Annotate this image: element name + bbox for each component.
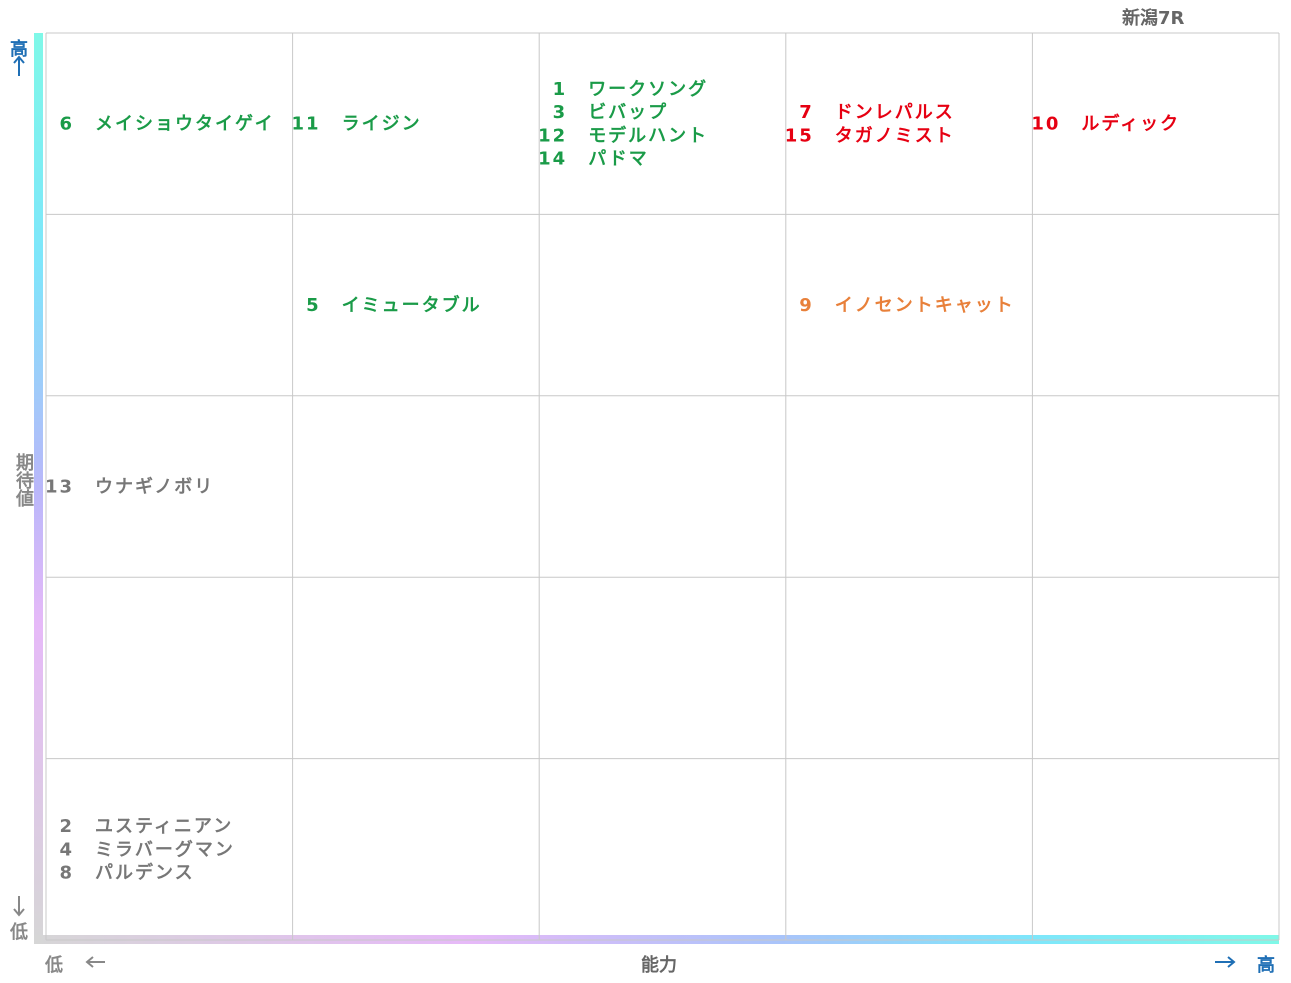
x-low: 低 xyxy=(45,955,63,976)
arrow-left xyxy=(85,956,105,968)
entry-name: ルディック xyxy=(1081,113,1180,135)
entry-name: メイショウタイゲイ xyxy=(95,113,275,135)
entry-number: 2 xyxy=(59,816,74,837)
entry-name: タガノミスト xyxy=(835,125,955,146)
entry-name: イノセントキャット xyxy=(835,295,1015,316)
y-high: 高 xyxy=(10,39,28,60)
entry-number: 9 xyxy=(799,295,814,316)
x-label: 能力 xyxy=(641,955,677,976)
entry-number: 10 xyxy=(1031,114,1060,135)
entry-name: ミラバーグマン xyxy=(95,838,235,860)
entry-number: 5 xyxy=(306,295,321,316)
entry-number: 15 xyxy=(785,125,814,146)
y-label: 期待値 xyxy=(13,453,34,507)
entry-name: ワークソング xyxy=(588,78,708,100)
title: 新潟7R xyxy=(1122,8,1185,29)
entry-name: イミュータブル xyxy=(342,294,482,316)
entry-number: 14 xyxy=(538,149,567,170)
x-high: 高 xyxy=(1257,955,1275,976)
entry-number: 8 xyxy=(59,863,74,884)
entry-number: 13 xyxy=(45,477,74,498)
entry-name: ビバップ xyxy=(588,101,668,123)
entry-number: 4 xyxy=(59,839,74,860)
y-low: 低 xyxy=(10,922,28,943)
axis-arrows xyxy=(13,55,1236,968)
entry-number: 11 xyxy=(292,114,321,135)
entry-name: ドンレパルス xyxy=(835,102,955,123)
entry-number: 3 xyxy=(553,102,568,123)
entry-name: ライジン xyxy=(342,114,422,135)
entry-number: 6 xyxy=(59,114,74,135)
arrow-down xyxy=(13,896,25,917)
y-axis-bar xyxy=(34,33,43,943)
entry-name: パドマ xyxy=(588,149,649,170)
entry-name: モデルハント xyxy=(588,124,708,146)
entry-name: ユスティニアン xyxy=(95,816,233,837)
arrow-up xyxy=(13,55,25,76)
entry-name: パルデンス xyxy=(95,862,195,884)
entry-name: ウナギノボリ xyxy=(95,477,214,498)
entry-number: 7 xyxy=(799,102,814,123)
arrow-right xyxy=(1215,956,1236,968)
entry-number: 1 xyxy=(553,79,568,100)
entry-number: 12 xyxy=(538,125,567,146)
